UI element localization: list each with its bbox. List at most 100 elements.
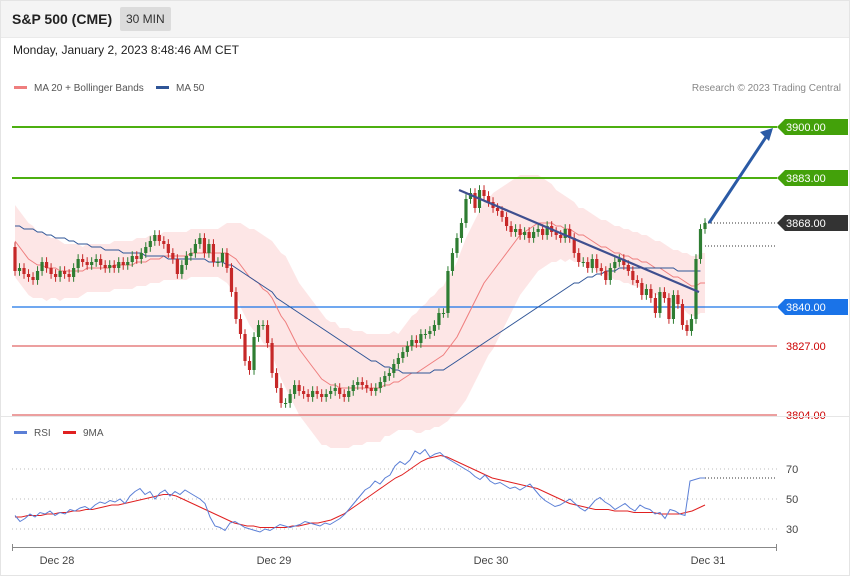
candle <box>135 256 139 259</box>
candle <box>175 259 179 274</box>
rsi-ma-legend-label: 9MA <box>83 428 104 439</box>
candle <box>238 319 243 334</box>
candle <box>432 325 437 331</box>
x-tick-label: Dec 30 <box>474 555 509 567</box>
candle <box>90 262 94 265</box>
rsi-legend-label: RSI <box>34 428 51 439</box>
candle <box>351 385 355 391</box>
candle <box>504 217 509 226</box>
candle <box>297 385 301 391</box>
candle <box>103 265 107 268</box>
candle <box>559 235 563 238</box>
candle <box>563 229 567 238</box>
candle <box>626 265 630 271</box>
rsi-legend-swatch <box>14 431 27 434</box>
candle <box>288 394 292 403</box>
candle <box>649 289 653 298</box>
candle <box>423 334 427 335</box>
candle <box>35 271 40 280</box>
candle <box>193 244 197 253</box>
candle <box>595 259 599 268</box>
candle <box>81 259 85 262</box>
candle <box>685 325 689 331</box>
candle <box>306 394 310 397</box>
candle <box>270 343 274 373</box>
candle <box>513 229 518 232</box>
candle <box>225 253 229 268</box>
candle <box>85 262 89 265</box>
candle <box>369 388 373 391</box>
candle <box>53 274 58 277</box>
candle <box>459 223 464 238</box>
candle <box>274 373 279 388</box>
level-tag-3868.00 <box>777 215 848 231</box>
candle <box>441 313 446 314</box>
candle <box>67 274 71 277</box>
candle <box>671 295 676 319</box>
level-label-3827.00: 3827.00 <box>786 341 826 353</box>
price-legend: MA 20 + Bollinger Bands MA 50 Research ©… <box>14 83 841 94</box>
level-label-3900.00: 3900.00 <box>786 122 826 134</box>
rsi-line <box>14 448 705 533</box>
candle <box>414 340 418 343</box>
price-chart: 3900.003883.003868.003840.003827.003804.… <box>12 119 848 448</box>
candle <box>220 253 225 262</box>
candle <box>58 271 62 277</box>
rsi-ma-line <box>15 454 706 528</box>
bollinger-band <box>15 175 705 448</box>
candle <box>279 388 283 403</box>
candle <box>428 331 432 334</box>
candle <box>234 292 238 319</box>
candle <box>265 325 270 343</box>
candle <box>527 232 531 238</box>
candle <box>500 211 504 217</box>
candle <box>608 268 612 280</box>
candle <box>486 196 491 202</box>
rsi-tick-label: 50 <box>786 494 798 506</box>
candle <box>130 256 134 262</box>
timeframe-button[interactable]: 30 MIN <box>120 7 171 31</box>
candle <box>577 253 581 262</box>
trendline <box>458 188 700 294</box>
candle <box>383 376 387 382</box>
candle <box>162 241 166 244</box>
candle <box>536 229 540 232</box>
candle <box>572 238 576 253</box>
candle <box>586 262 590 268</box>
candle <box>473 193 477 208</box>
x-tick-label: Dec 31 <box>691 555 726 567</box>
candle <box>13 247 17 271</box>
candle <box>148 241 152 247</box>
candle <box>329 391 333 394</box>
candle <box>293 385 297 394</box>
level-tag-3840.00 <box>777 299 848 315</box>
candle <box>509 226 513 232</box>
candle <box>635 280 639 283</box>
candle <box>396 358 400 364</box>
ma20-line <box>14 222 705 389</box>
candle <box>662 292 667 298</box>
candle <box>617 259 621 262</box>
candle <box>599 268 603 271</box>
candle <box>622 259 626 265</box>
candle <box>243 334 247 361</box>
candle <box>680 304 685 325</box>
candle <box>31 277 35 280</box>
symbol-title: S&P 500 (CME) <box>12 11 113 27</box>
candle <box>157 235 161 241</box>
research-credit: Research © 2023 Trading Central <box>692 83 841 94</box>
candle <box>392 364 396 373</box>
ma50-legend-label: MA 50 <box>176 83 205 94</box>
candle <box>604 271 608 280</box>
candle <box>121 262 125 265</box>
forecast-arrow-head <box>760 128 773 141</box>
rsi-tick-label: 70 <box>786 464 798 476</box>
candle <box>180 265 184 274</box>
level-label-3883.00: 3883.00 <box>786 173 826 185</box>
candle <box>108 265 112 268</box>
x-tick-label: Dec 28 <box>40 555 75 567</box>
candle <box>252 337 256 370</box>
candle <box>139 253 143 259</box>
